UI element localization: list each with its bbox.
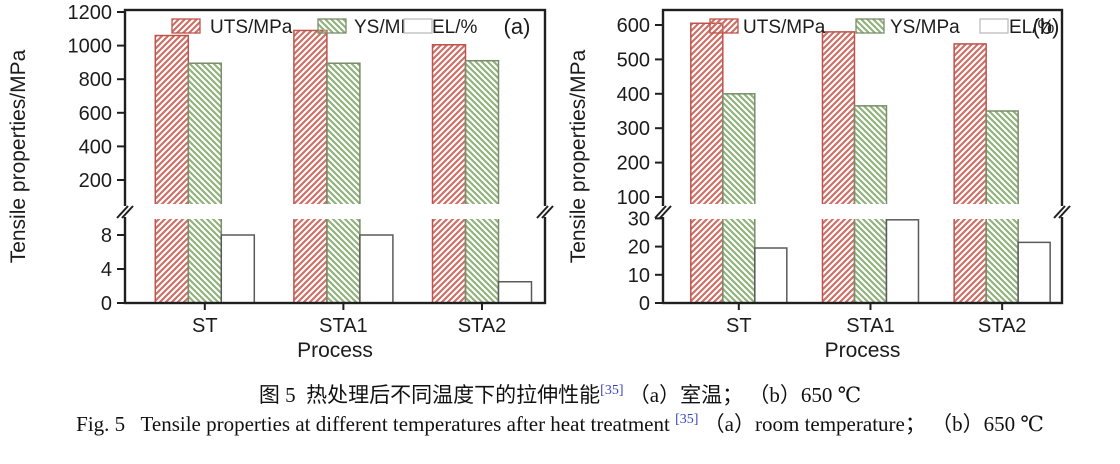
plot-border [123,8,547,305]
axis-break-band [127,204,543,219]
bar-el-sta1 [359,234,394,304]
y-tick-label: 200 [617,153,650,175]
x-tick-label: ST [192,315,218,337]
break-slash-icon [659,205,672,219]
plot-border [661,8,1064,305]
y-tick-label: 8 [101,225,112,247]
bar-uts-sta2 [431,44,467,304]
y-tick-label: 300 [617,118,650,140]
legend-swatch [171,18,201,34]
break-slash-icon [1053,205,1066,219]
bar-ys-st [187,62,223,304]
break-slash-icon [121,205,134,219]
legend-item-uts: UTS/MPa [171,17,293,38]
break-slash-icon [541,205,554,219]
caption-chinese-text: 图 5 热处理后不同温度下的拉伸性能 [258,383,601,407]
x-tick-label: STA1 [319,315,368,337]
break-slash-icon [116,205,129,219]
x-tick-label: STA2 [458,315,507,337]
y-axis-title: Tensile properties/MPa [7,49,30,263]
legend-item-el: EL/% [403,17,478,38]
citation-ref-en[interactable]: [35] [675,412,699,427]
legend-swatch [709,18,739,34]
caption-chinese-suffix: （a）室温； （b）650 ℃ [623,383,862,407]
y-tick-label: 0 [639,293,650,315]
bar-uts-sta1 [293,29,328,304]
legend-label: YS/MPa [890,17,960,38]
bar-ys-sta1 [326,62,361,304]
y-tick-label: 10 [628,265,650,287]
y-tick-label: 600 [79,103,112,125]
legend-swatch [855,18,885,34]
legend-swatch [979,18,1009,34]
y-tick-label: 30 [628,208,650,230]
y-tick-label: 400 [79,136,112,158]
y-tick-label: 1000 [68,36,113,58]
x-tick-label: STA1 [846,315,895,337]
legend-label: UTS/MPa [743,17,826,38]
legend-item-ys: YS/MPa [855,17,960,38]
caption-english-text: Fig. 5 Tensile properties at different t… [76,412,676,436]
y-tick-label: 1200 [68,2,113,24]
y-tick-label: 400 [617,84,650,106]
bar-el-sta2 [1017,241,1051,304]
legend-swatch [403,18,433,34]
caption-chinese: 图 5 热处理后不同温度下的拉伸性能[35] （a）室温； （b）650 ℃ [0,381,1120,409]
bar-uts-sta1 [821,31,856,304]
bar-el-st [220,234,256,304]
x-axis-title: Process [825,339,901,362]
x-axis-title: Process [297,339,373,362]
chart-panel-a: 1200 1000 800 600 400 200 8 4 0 ST STA1 STA2 Process… [7,2,554,362]
y-tick-label: 20 [628,237,650,259]
axis-break-band [665,204,1060,219]
bar-el-sta1 [885,219,920,304]
legend-swatch [317,18,347,34]
bar-uts-st [154,34,190,304]
legend-item-uts: UTS/MPa [709,17,826,38]
spine-break-gap [123,206,127,217]
x-tick-label: ST [726,315,752,337]
charts-row: 1200 1000 800 600 400 200 8 4 0 ST STA1 STA2 Process… [7,2,1071,362]
panel-letter: (b) [1033,14,1060,39]
y-tick-label: 600 [617,15,650,37]
legend-label: EL/% [432,17,478,38]
y-tick-label: 100 [617,187,650,209]
bar-el-sta2 [497,281,533,304]
legend-item-el: EL/% [979,17,1055,38]
bar-ys-sta2 [464,59,500,304]
panel-letter: (a) [504,14,531,39]
legend-label: EL/% [1009,17,1055,38]
bar-el-st [754,247,788,304]
bar-uts-sta2 [953,43,987,304]
break-slash-icon [654,205,667,219]
x-tick-label: STA2 [978,315,1027,337]
y-tick-label: 500 [617,49,650,71]
bar-ys-st [722,93,756,304]
break-slash-icon [1058,205,1071,219]
y-tick-label: 200 [79,170,112,192]
caption-english: Fig. 5 Tensile properties at different t… [0,409,1120,439]
break-slash-icon [536,205,549,219]
y-axis-title: Tensile properties/MPa [567,49,590,263]
caption-english-suffix: （a）room temperature； （b）650 ℃ [698,412,1044,436]
y-tick-label: 4 [101,259,112,281]
bar-uts-st [690,22,724,304]
figure-caption: 图 5 热处理后不同温度下的拉伸性能[35] （a）室温； （b）650 ℃ F… [0,381,1120,439]
legend-label: UTS/MPa [210,17,293,38]
citation-ref-cn[interactable]: [35] [600,383,624,398]
y-tick-label: 0 [101,293,112,315]
spine-break-gap [543,206,547,217]
y-tick-label: 800 [79,69,112,91]
spine-break-gap [661,206,665,217]
spine-break-gap [1060,206,1064,217]
